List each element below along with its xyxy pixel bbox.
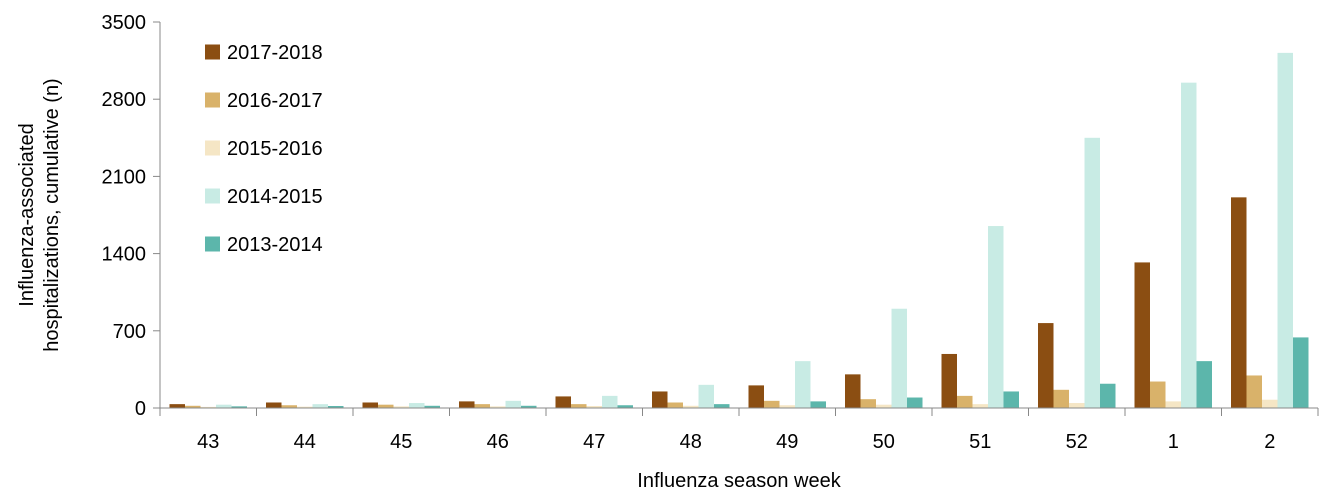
bar-2014-2015-week-51 (988, 226, 1004, 408)
bar-2017-2018-week-52 (1038, 323, 1054, 408)
y-tick-label: 2100 (102, 166, 147, 188)
bar-2015-2016-week-2 (1262, 399, 1278, 408)
bar-2013-2014-week-2 (1293, 337, 1309, 408)
bar-2013-2014-week-44 (328, 406, 344, 408)
legend-label-2016-2017: 2016-2017 (227, 90, 323, 112)
x-tick-label: 46 (487, 431, 509, 453)
bar-2017-2018-week-49 (748, 385, 764, 408)
bar-2016-2017-week-52 (1053, 389, 1069, 408)
bar-2014-2015-week-46 (505, 400, 521, 408)
bar-2015-2016-week-44 (297, 406, 313, 408)
x-tick-label: 1 (1168, 431, 1179, 453)
x-tick-label: 2 (1264, 431, 1275, 453)
bar-2014-2015-week-52 (1084, 137, 1100, 409)
bar-2015-2016-week-46 (490, 406, 506, 408)
legend-swatch-2017-2018 (205, 44, 220, 60)
bar-2016-2017-week-2 (1246, 375, 1262, 408)
x-axis-label: Influenza season week (637, 470, 841, 492)
bar-2015-2016-week-45 (393, 406, 409, 408)
bar-2017-2018-week-43 (169, 404, 185, 408)
bar-2016-2017-week-45 (378, 404, 394, 408)
y-tick-label: 700 (113, 321, 146, 343)
bar-2016-2017-week-46 (474, 404, 490, 408)
bar-2013-2014-week-45 (424, 405, 440, 408)
bar-2013-2014-week-49 (810, 401, 826, 408)
bar-2015-2016-week-47 (586, 406, 602, 408)
bar-2017-2018-week-2 (1231, 197, 1247, 408)
y-axis-label-line-2: hospitalizations, cumulative (n) (41, 78, 63, 351)
bar-2017-2018-week-50 (845, 374, 861, 408)
bar-2013-2014-week-50 (907, 397, 923, 408)
x-tick-label: 48 (680, 431, 702, 453)
bar-2016-2017-week-51 (957, 395, 973, 408)
bar-2014-2015-week-2 (1277, 52, 1293, 408)
y-tick-label: 2800 (102, 89, 147, 111)
y-tick-label: 1400 (102, 244, 147, 266)
bar-2017-2018-week-51 (941, 353, 957, 408)
y-axis-label-line-1: Influenza-associated (16, 123, 38, 306)
x-tick-label: 44 (294, 431, 316, 453)
bar-2015-2016-week-52 (1069, 403, 1085, 408)
bar-2013-2014-week-51 (1003, 391, 1019, 408)
axes-layer: 0 700 1400 2100 2800 3500 43 44 45 46 47 48 49 50 51 52… (102, 12, 1319, 453)
bar-2017-2018-week-48 (652, 391, 668, 408)
bar-2014-2015-week-48 (698, 384, 714, 408)
x-tick-label: 50 (873, 431, 895, 453)
legend-swatch-2014-2015 (205, 188, 220, 204)
bar-2016-2017-week-50 (860, 399, 876, 408)
bar-2014-2015-week-50 (891, 308, 907, 408)
bar-2015-2016-week-51 (972, 404, 988, 408)
bar-2013-2014-week-48 (714, 404, 730, 408)
legend: 2017-2018 2016-2017 2015-2016 2014-2015 2013… (205, 42, 323, 256)
legend-label-2015-2016: 2015-2016 (227, 138, 323, 160)
bar-2015-2016-week-1 (1165, 401, 1181, 408)
legend-label-2013-2014: 2013-2014 (227, 234, 323, 256)
y-tick-label: 3500 (102, 12, 147, 34)
y-axis-label: Influenza-associated hospitalizations, cu… (16, 78, 63, 351)
bar-2017-2018-week-46 (459, 401, 475, 408)
bar-2015-2016-week-50 (876, 404, 892, 408)
bar-2015-2016-week-49 (779, 405, 795, 408)
bar-2013-2014-week-46 (521, 405, 537, 408)
bar-2014-2015-week-45 (409, 403, 425, 408)
legend-label-2017-2018: 2017-2018 (227, 42, 323, 64)
bars-layer (169, 52, 1309, 409)
x-tick-label: 52 (1066, 431, 1088, 453)
bar-2014-2015-week-44 (312, 404, 328, 408)
legend-label-2014-2015: 2014-2015 (227, 186, 323, 208)
bar-2014-2015-week-49 (795, 361, 811, 408)
bar-2017-2018-week-45 (362, 402, 378, 408)
bar-2016-2017-week-47 (571, 404, 587, 408)
bar-2015-2016-week-43 (200, 406, 216, 408)
x-tick-label: 47 (583, 431, 605, 453)
bar-2015-2016-week-48 (683, 405, 699, 408)
bar-2016-2017-week-48 (667, 402, 683, 408)
bar-2016-2017-week-49 (764, 400, 780, 408)
bar-2014-2015-week-47 (602, 395, 618, 408)
bar-2016-2017-week-1 (1150, 381, 1166, 408)
bar-2014-2015-week-43 (216, 404, 232, 408)
x-tick-label: 49 (776, 431, 798, 453)
bar-2013-2014-week-1 (1196, 361, 1212, 408)
legend-swatch-2016-2017 (205, 92, 220, 108)
bar-2016-2017-week-43 (185, 405, 201, 408)
legend-swatch-2015-2016 (205, 140, 220, 156)
bar-2017-2018-week-1 (1134, 262, 1150, 408)
bar-2014-2015-week-1 (1181, 82, 1197, 408)
x-tick-label: 51 (969, 431, 991, 453)
bar-2013-2014-week-47 (617, 405, 633, 408)
bar-2013-2014-week-43 (231, 406, 247, 408)
x-tick-label: 43 (197, 431, 219, 453)
bar-2017-2018-week-44 (266, 402, 282, 408)
bar-2013-2014-week-52 (1100, 383, 1116, 408)
bar-2017-2018-week-47 (555, 396, 571, 408)
y-tick-label: 0 (135, 398, 146, 420)
x-tick-label: 45 (390, 431, 412, 453)
bar-2016-2017-week-44 (281, 405, 297, 408)
legend-swatch-2013-2014 (205, 236, 220, 252)
